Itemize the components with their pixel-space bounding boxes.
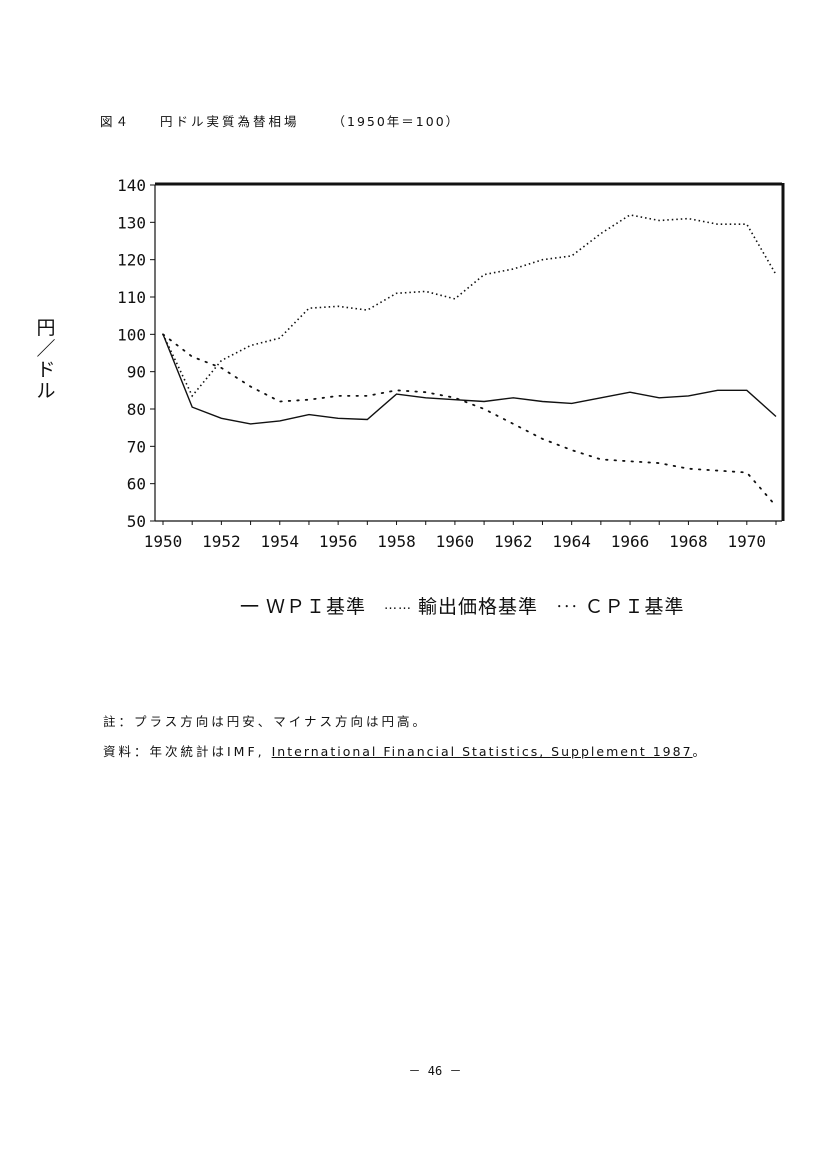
x-tick-label: 1964 xyxy=(552,532,591,551)
legend-item-wpi: 一 ＷＰＩ基準 xyxy=(240,592,366,619)
y-axis-label-char: ル xyxy=(36,380,56,402)
x-tick-label: 1966 xyxy=(611,532,650,551)
legend-label: 輸出価格基準 xyxy=(418,596,539,618)
legend-symbol: ･･･ xyxy=(556,600,579,615)
y-tick-label: 90 xyxy=(127,363,146,382)
legend-label: ＷＰＩ基準 xyxy=(266,596,367,618)
legend-symbol: 一 xyxy=(240,596,261,618)
x-tick-label: 1958 xyxy=(377,532,416,551)
series-line-1 xyxy=(162,334,777,425)
x-tick-label: 1962 xyxy=(494,532,533,551)
legend-symbol: …… xyxy=(384,598,413,613)
figure-label: 図４ xyxy=(100,114,132,129)
y-axis-label-char: 円 xyxy=(36,317,56,339)
x-tick-label: 1970 xyxy=(728,532,767,551)
y-tick-label: 120 xyxy=(117,251,146,270)
figure-subtitle: （1950年＝100） xyxy=(332,114,461,129)
legend: 一 ＷＰＩ基準 …… 輸出価格基準 ･･･ ＣＰＩ基準 xyxy=(240,592,703,619)
source-prefix: 資料：年次統計はIMF, xyxy=(103,744,265,759)
y-tick-label: 100 xyxy=(117,325,146,344)
source-line: 資料：年次統計はIMF, International Financial Sta… xyxy=(103,741,708,760)
x-tick-label: 1952 xyxy=(202,532,241,551)
y-tick-label: 130 xyxy=(117,213,146,232)
line-chart: 50 60 70 80 90 100 110 120 130 140 1950 1952 1954 195… xyxy=(117,176,785,551)
note-line: 註：プラス方向は円安、マイナス方向は円高。 xyxy=(103,711,428,730)
legend-item-export: …… 輸出価格基準 xyxy=(384,592,538,619)
y-tick-label: 140 xyxy=(117,176,146,195)
source-suffix: 。 xyxy=(692,744,709,759)
x-tick-label: 1960 xyxy=(436,532,475,551)
figure-title: 図４ 円ドル実質為替相場 （1950年＝100） xyxy=(100,111,460,130)
series-line-2 xyxy=(162,214,777,398)
x-tick-label: 1956 xyxy=(319,532,358,551)
legend-label: ＣＰＩ基準 xyxy=(584,596,685,618)
y-tick-label: 70 xyxy=(127,437,146,456)
series-line-3 xyxy=(162,333,777,508)
y-axis-label-char: ／ xyxy=(36,338,56,360)
legend-item-cpi: ･･･ ＣＰＩ基準 xyxy=(556,592,685,619)
y-tick-label: 60 xyxy=(127,475,146,494)
x-tick-label: 1968 xyxy=(669,532,708,551)
source-title: International Financial Statistics, Supp… xyxy=(271,744,693,759)
y-tick-label: 110 xyxy=(117,288,146,307)
note-text: 註：プラス方向は円安、マイナス方向は円高。 xyxy=(103,714,429,729)
y-tick-label: 50 xyxy=(127,512,146,531)
y-axis-label-char: ド xyxy=(36,359,56,381)
x-tick-label: 1954 xyxy=(260,532,299,551)
figure-title-text: 円ドル実質為替相場 xyxy=(160,114,300,129)
y-axis-label: 円 ／ ド ル xyxy=(34,318,58,402)
page-number: － 46 － xyxy=(408,1064,462,1078)
y-tick-label: 80 xyxy=(127,400,146,419)
x-tick-label: 1950 xyxy=(144,532,183,551)
